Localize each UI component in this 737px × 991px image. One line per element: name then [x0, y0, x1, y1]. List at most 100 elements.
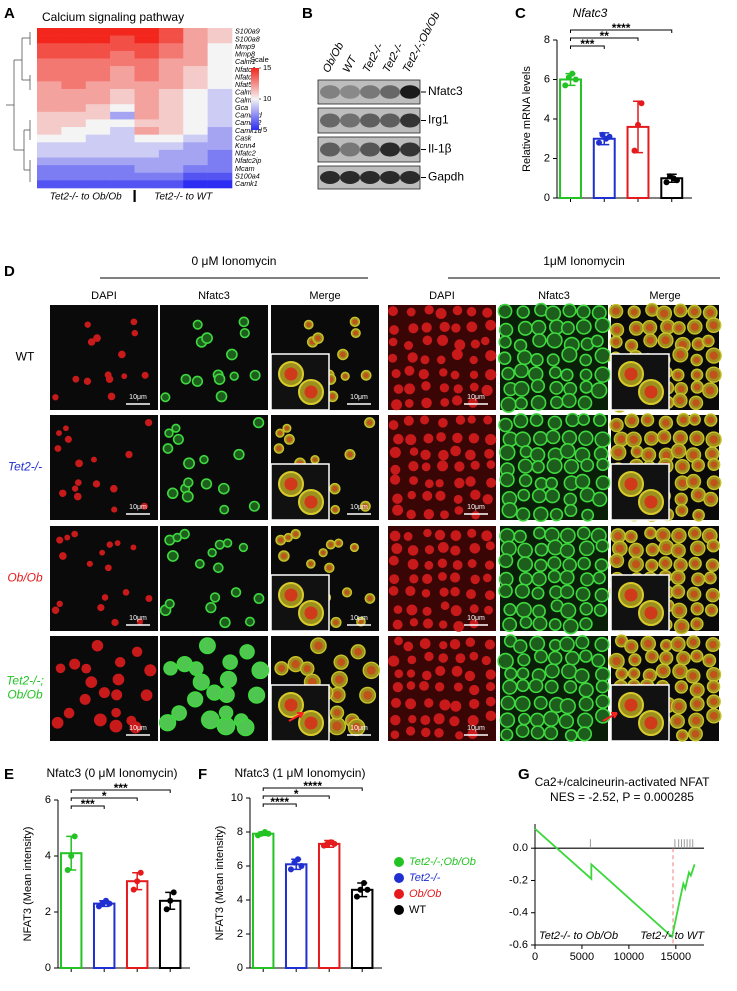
cell-signal	[574, 473, 591, 490]
gene-label: S100a4	[235, 171, 260, 180]
nucleus	[59, 552, 67, 560]
nucleus-merge	[661, 559, 669, 567]
nucleus-merge	[649, 546, 656, 553]
heatmap-cell	[134, 149, 160, 158]
nucleus-merge	[693, 686, 701, 694]
nucleus	[436, 432, 446, 442]
heatmap-cell	[158, 157, 184, 166]
nucleus	[484, 448, 495, 459]
cell-signal	[217, 482, 230, 495]
cell-signal	[207, 547, 217, 558]
nucleus	[111, 707, 121, 718]
significance-label: ***	[81, 797, 95, 811]
nucleus	[467, 558, 477, 568]
nucleus	[406, 509, 416, 520]
cell-signal	[233, 448, 245, 461]
nucleus-merge	[340, 351, 346, 358]
data-point	[265, 830, 272, 837]
cell-signal	[596, 457, 610, 472]
nucleus-merge	[644, 450, 653, 459]
nucleus-merge	[612, 307, 620, 315]
cell-signal	[534, 542, 549, 557]
cell-signal	[579, 380, 593, 394]
nucleus-merge	[660, 433, 668, 441]
heatmap-cell	[37, 104, 62, 113]
heatmap-cell	[85, 104, 111, 113]
nucleus	[435, 665, 446, 676]
y-tick-label: -0.4	[509, 907, 528, 919]
heatmap-cell	[37, 58, 62, 67]
nucleus	[469, 370, 479, 380]
cell-signal	[576, 304, 591, 319]
cell-signal	[562, 557, 577, 573]
bar	[284, 863, 308, 969]
cell-signal	[533, 695, 548, 710]
cell-signal	[580, 458, 595, 473]
significance-bracket	[262, 795, 330, 799]
cell-signal	[498, 417, 513, 433]
micrograph: 10μm	[270, 305, 379, 411]
nucleus	[405, 434, 417, 446]
heatmap-cell	[110, 96, 135, 105]
nucleus	[424, 479, 434, 489]
nucleus	[107, 392, 116, 401]
nucleus	[422, 618, 434, 629]
heatmap-cell	[207, 35, 233, 44]
cell-signal	[575, 635, 590, 650]
y-tick-label: 4	[45, 850, 51, 862]
cell-signal	[549, 507, 564, 522]
nucleus-merge	[647, 434, 656, 443]
cell-signal	[532, 604, 546, 619]
heatmap-cell	[110, 134, 135, 143]
nucleus	[56, 430, 62, 437]
cell-signal	[516, 349, 533, 366]
inset-nucleus	[304, 606, 318, 620]
nucleus	[483, 573, 492, 583]
nucleus	[434, 728, 444, 738]
significance-label: *	[102, 789, 107, 803]
nucleus	[388, 555, 399, 566]
heatmap-cell	[37, 35, 62, 44]
data-point	[357, 886, 364, 893]
nucleus-merge	[333, 709, 341, 717]
heatmap-cell	[61, 149, 87, 158]
nucleus	[87, 338, 96, 346]
heatmap-cell	[158, 88, 184, 97]
heatmap-cell	[61, 58, 87, 67]
heatmap-cell	[183, 127, 208, 135]
heatmap-cell	[207, 180, 233, 189]
legend-marker	[394, 889, 404, 899]
nucleus	[391, 369, 401, 379]
nucleus	[437, 542, 449, 553]
cell-signal	[502, 679, 518, 695]
heatmap-cell	[183, 35, 208, 44]
micrograph: 10μm	[270, 636, 381, 742]
nucleus-merge	[709, 561, 716, 569]
nucleus-merge	[679, 732, 686, 739]
cell-signal	[548, 618, 562, 632]
heatmap-cell	[85, 88, 111, 97]
nucleus	[114, 540, 121, 547]
nucleus	[52, 394, 59, 401]
cell-signal	[502, 617, 518, 633]
nucleus	[420, 715, 431, 726]
band-label: Gapdh	[428, 170, 464, 184]
nucleus	[111, 618, 119, 627]
data-point	[163, 906, 170, 913]
nucleus	[389, 474, 401, 485]
nucleus-merge	[306, 322, 312, 327]
nucleus	[423, 528, 432, 538]
cell-signal	[166, 487, 179, 500]
nucleus	[424, 545, 435, 555]
heatmap-cell	[61, 172, 87, 181]
cell-signal	[215, 390, 228, 403]
nucleus-merge	[674, 546, 683, 555]
cell-signal	[577, 556, 591, 571]
cell-signal	[561, 392, 577, 409]
y-tick-label: 0	[237, 962, 243, 974]
heatmap-cell	[61, 180, 87, 189]
heatmap-cell	[158, 104, 184, 113]
significance-bracket	[570, 45, 605, 49]
nucleus	[73, 492, 82, 501]
cell-signal	[513, 529, 527, 544]
